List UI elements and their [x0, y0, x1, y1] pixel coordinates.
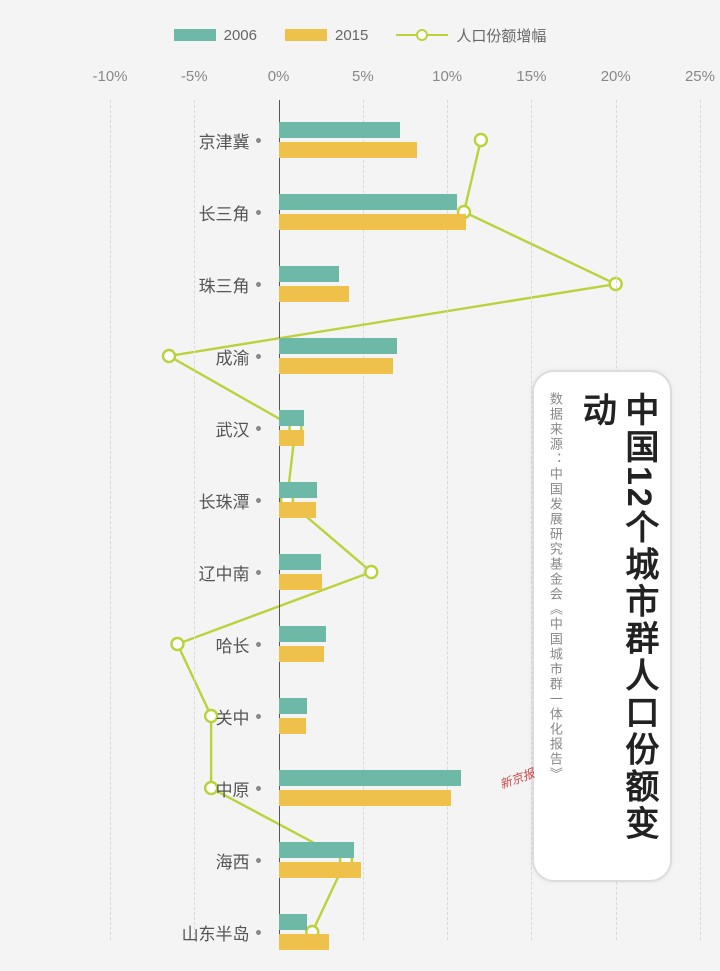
bar-2015: [279, 574, 323, 590]
bar-2006: [279, 482, 318, 498]
bar-2015: [279, 142, 417, 158]
bar-2015: [279, 502, 316, 518]
y-category-text: 珠三角: [199, 272, 250, 297]
bar-2006: [279, 770, 461, 786]
legend-label-line: 人口份额增幅: [456, 25, 546, 46]
growth-marker: [475, 134, 487, 146]
y-category-text: 京津冀: [199, 128, 250, 153]
bar-2006: [279, 266, 340, 282]
y-category-label: 长珠潭: [0, 490, 261, 510]
bar-2015: [279, 934, 330, 950]
legend-swatch-2015: [285, 29, 327, 41]
chart-source: 数据来源：中国发展研究基金会《中国城市群一体化报告》: [544, 392, 565, 782]
y-category-label: 珠三角: [0, 274, 261, 294]
y-category-dot: [256, 642, 261, 647]
y-category-dot: [256, 786, 261, 791]
y-category-label: 武汉: [0, 418, 261, 438]
y-category-label: 哈长: [0, 634, 261, 654]
x-tick-label: 5%: [352, 68, 374, 85]
legend-swatch-line: [396, 27, 448, 43]
bar-2006: [279, 698, 308, 714]
x-tick-label: 15%: [516, 68, 546, 85]
gridline: [700, 100, 701, 940]
legend-item-line: 人口份额增幅: [396, 25, 546, 46]
y-category-dot: [256, 714, 261, 719]
y-category-label: 辽中南: [0, 562, 261, 582]
legend-label-2006: 2006: [224, 27, 257, 44]
bar-2006: [279, 554, 321, 570]
y-category-text: 中原: [216, 776, 250, 801]
y-category-dot: [256, 282, 261, 287]
bar-2006: [279, 122, 400, 138]
x-tick-label: 0%: [268, 68, 290, 85]
y-category-dot: [256, 210, 261, 215]
growth-marker: [365, 566, 377, 578]
legend-swatch-2006: [174, 29, 216, 41]
x-tick-label: 10%: [432, 68, 462, 85]
y-category-text: 海西: [216, 848, 250, 873]
y-category-text: 武汉: [216, 416, 250, 441]
bar-2015: [279, 358, 394, 374]
chart-title: 中国12个城市群人口份额变动: [575, 392, 660, 860]
gridline: [194, 100, 195, 940]
y-category-dot: [256, 930, 261, 935]
y-category-text: 关中: [216, 704, 250, 729]
bar-2015: [279, 862, 362, 878]
y-category-dot: [256, 498, 261, 503]
bar-2006: [279, 338, 397, 354]
bar-2015: [279, 286, 350, 302]
legend: 2006 2015 人口份额增幅: [0, 20, 720, 50]
y-category-label: 中原: [0, 778, 261, 798]
y-category-label: 成渝: [0, 346, 261, 366]
y-category-label: 关中: [0, 706, 261, 726]
gridline: [110, 100, 111, 940]
bar-2015: [279, 214, 466, 230]
y-category-dot: [256, 354, 261, 359]
bar-2006: [279, 410, 304, 426]
y-category-text: 成渝: [216, 344, 250, 369]
y-category-text: 山东半岛: [182, 920, 250, 945]
x-tick-label: -10%: [92, 68, 127, 85]
bar-2015: [279, 646, 325, 662]
y-category-dot: [256, 426, 261, 431]
bar-2015: [279, 790, 451, 806]
legend-label-2015: 2015: [335, 27, 368, 44]
bar-2015: [279, 430, 304, 446]
y-category-dot: [256, 858, 261, 863]
x-tick-label: 20%: [601, 68, 631, 85]
y-category-label: 京津冀: [0, 130, 261, 150]
y-category-label: 山东半岛: [0, 922, 261, 942]
y-category-text: 哈长: [216, 632, 250, 657]
x-tick-label: -5%: [181, 68, 208, 85]
y-category-label: 长三角: [0, 202, 261, 222]
y-category-label: 海西: [0, 850, 261, 870]
legend-item-2015: 2015: [285, 27, 368, 44]
title-panel: 中国12个城市群人口份额变动 数据来源：中国发展研究基金会《中国城市群一体化报告…: [532, 370, 672, 882]
bar-2015: [279, 718, 306, 734]
chart-container: 2006 2015 人口份额增幅 -10% -5% 0% 5% 10% 15% 20% 25%…: [0, 0, 720, 971]
y-category-text: 长三角: [199, 200, 250, 225]
y-category-dot: [256, 570, 261, 575]
bar-2006: [279, 194, 458, 210]
y-category-dot: [256, 138, 261, 143]
bar-2006: [279, 842, 355, 858]
y-category-text: 长珠潭: [199, 488, 250, 513]
bar-2006: [279, 626, 326, 642]
bar-2006: [279, 914, 308, 930]
x-tick-label: 25%: [685, 68, 715, 85]
y-category-text: 辽中南: [199, 560, 250, 585]
legend-item-2006: 2006: [174, 27, 257, 44]
